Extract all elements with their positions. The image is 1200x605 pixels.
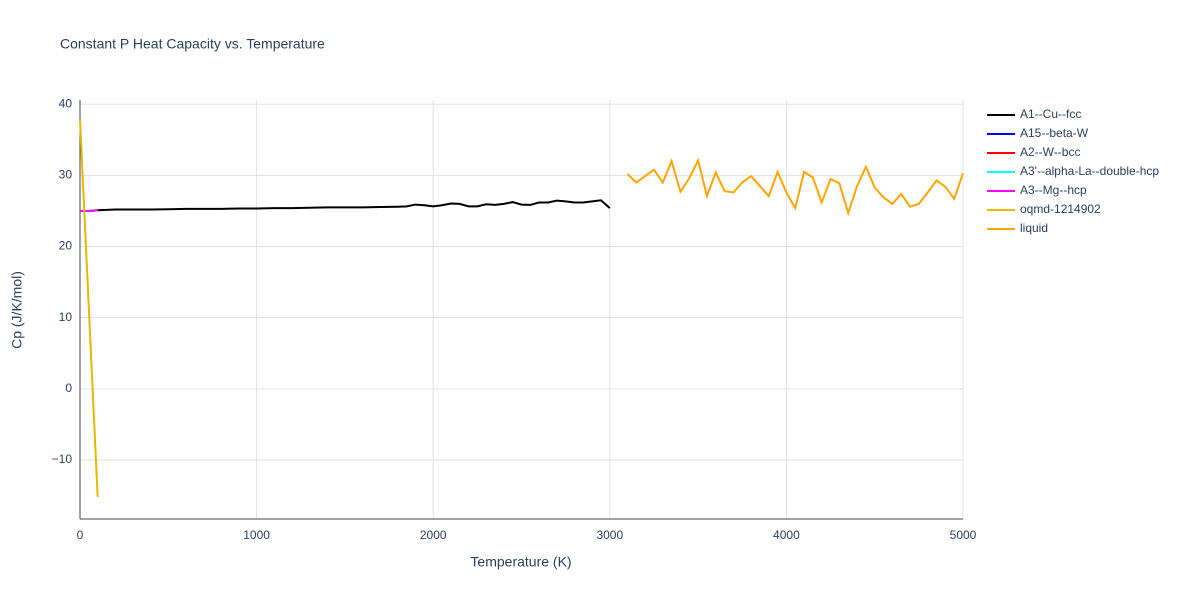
- series-line: [97, 199, 611, 212]
- x-tick-label: 5000: [950, 528, 977, 542]
- y-tick-label: 30: [59, 168, 73, 182]
- legend-label: A1--Cu--fcc: [1020, 107, 1081, 121]
- legend-label: A15--beta-W: [1020, 126, 1089, 140]
- y-tick-label: 10: [59, 310, 73, 324]
- series-line: [80, 209, 98, 212]
- series-line: [79, 119, 99, 497]
- y-tick-label: 40: [59, 96, 73, 110]
- legend-label: A3--Mg--hcp: [1020, 183, 1087, 197]
- y-tick-label: 0: [65, 381, 72, 395]
- x-tick-label: 1000: [243, 528, 270, 542]
- x-tick-label: 4000: [773, 528, 800, 542]
- y-tick-label: −10: [52, 452, 73, 466]
- chart-title: Constant P Heat Capacity vs. Temperature: [60, 36, 325, 52]
- x-tick-label: 2000: [420, 528, 447, 542]
- y-tick-label: 20: [59, 239, 73, 253]
- legend-label: A3'--alpha-La--double-hcp: [1020, 164, 1159, 178]
- x-tick-label: 0: [77, 528, 84, 542]
- legend-label: liquid: [1020, 221, 1048, 235]
- x-tick-label: 3000: [596, 528, 623, 542]
- legend-label: A2--W--bcc: [1020, 145, 1080, 159]
- y-axis-label: Cp (J/K/mol): [9, 271, 25, 349]
- legend-label: oqmd-1214902: [1020, 202, 1101, 216]
- series-line: [626, 157, 964, 217]
- x-axis-label: Temperature (K): [470, 554, 571, 570]
